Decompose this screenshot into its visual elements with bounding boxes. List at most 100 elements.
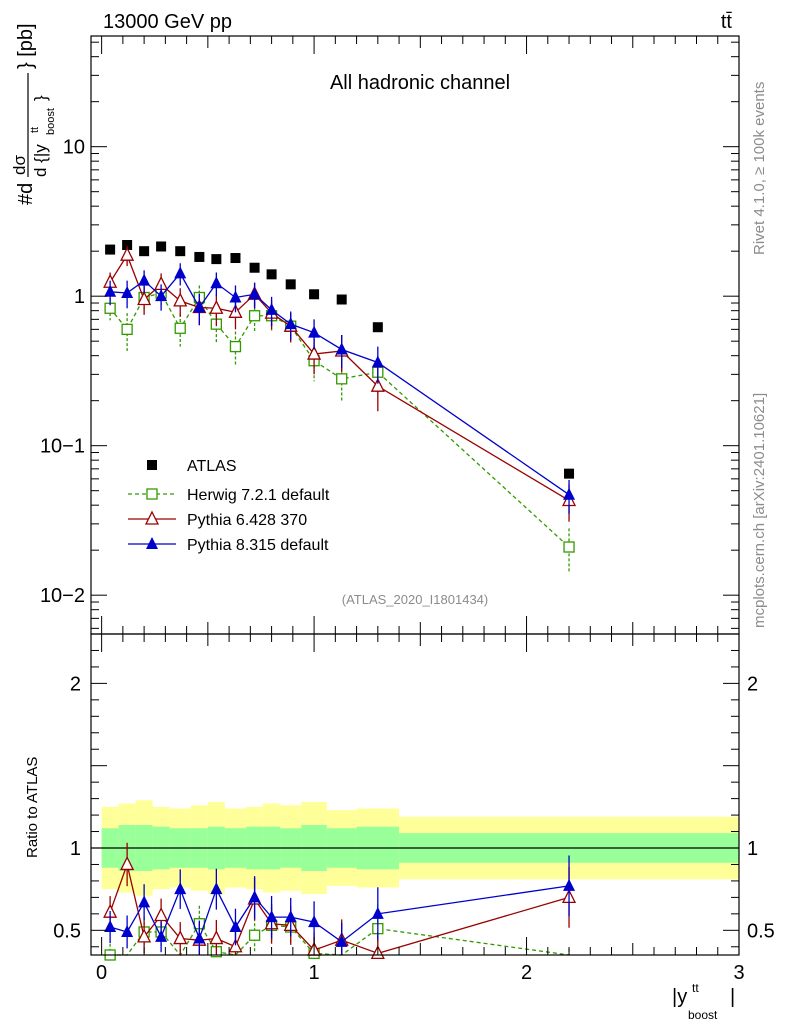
atlas-point-8 <box>249 262 260 273</box>
legend-label-pythia8: Pythia 8.315 default <box>187 537 329 554</box>
pythia8-point-11 <box>308 325 321 338</box>
legend-label-herwig: Herwig 7.2.1 default <box>187 487 330 504</box>
pythia8-ratio-point-11 <box>308 915 321 928</box>
legend-marker-pythia6 <box>144 510 160 525</box>
legend-marker-atlas <box>147 460 157 470</box>
ratio-y-tick-label-0: 0.5 <box>53 920 81 942</box>
pythia6-point-11 <box>307 345 322 360</box>
svg-text:dσ: dσ <box>10 155 29 175</box>
pythia8-point-6 <box>210 276 223 289</box>
atlas-point-13 <box>372 322 383 333</box>
pythia8-point-14 <box>563 487 576 500</box>
main-y-tick-label-3: 10−2 <box>40 585 85 607</box>
pythia8-ratio-point-0 <box>104 920 117 933</box>
pythia8-point-7 <box>229 290 242 303</box>
atlas-point-2 <box>139 246 150 257</box>
ratio-plot-frame <box>90 633 740 956</box>
pythia8-ratio-point-5 <box>193 931 206 944</box>
pythia8-ratio-point-14 <box>563 878 576 891</box>
pythia8-point-1 <box>121 286 134 299</box>
legend-marker-pythia8 <box>146 537 158 549</box>
legend-marker-herwig <box>146 488 158 500</box>
pythia8-point-10 <box>284 317 297 330</box>
legend: ATLAS Herwig 7.2.1 default Pythia 6.428 … <box>128 458 330 554</box>
pythia6-point-4 <box>173 292 188 307</box>
pythia8-ratio-point-12 <box>335 934 348 947</box>
pythia8-point-3 <box>155 289 168 302</box>
x-tick-label-3: 3 <box>733 962 744 984</box>
pythia6-point-13 <box>370 377 385 392</box>
main-y-tick-label-1: 1 <box>74 286 85 308</box>
main-plot-layer <box>103 239 577 574</box>
atlas-point-10 <box>285 279 296 290</box>
pythia8-ratio-point-3 <box>155 929 168 942</box>
atlas-point-9 <box>266 269 277 280</box>
pythia8-ratio-point-4 <box>174 882 187 895</box>
svg-text:tt: tt <box>692 981 699 995</box>
pythia6-point-6 <box>209 299 224 314</box>
pythia6-ratio-point-4 <box>173 930 188 945</box>
svg-text:|y: |y <box>672 986 687 1008</box>
ratio-y-axis-label: Ratio to ATLAS <box>24 757 41 858</box>
ratio-y-tick-label-right-2: 2 <box>747 673 758 695</box>
svg-text:#d: #d <box>15 183 37 205</box>
svg-text:boost: boost <box>45 108 57 135</box>
atlas-point-4 <box>175 246 186 257</box>
pythia6-ratio-point-3 <box>154 907 169 922</box>
herwig-point-8 <box>248 310 261 322</box>
legend-label-atlas: ATLAS <box>187 458 237 475</box>
ratio-y-tick-label-1: 1 <box>70 838 81 860</box>
svg-text:}: } <box>31 95 50 101</box>
axes-ticks: 10 1 10−1 10−2 0.5 0.5 1 1 2 2 0 1 2 3 <box>40 36 775 984</box>
herwig-point-14 <box>563 541 575 553</box>
svg-text:tt: tt <box>29 127 41 133</box>
atlas-point-0 <box>105 244 116 255</box>
energy-label: 13000 GeV pp <box>103 11 232 33</box>
herwig-point-7 <box>229 340 242 353</box>
svg-text:|: | <box>730 986 735 1008</box>
atlas-point-14 <box>564 468 575 479</box>
rivet-version-label: Rivet 4.1.0, ≥ 100k events <box>751 82 768 255</box>
svg-text:} [pb]: } [pb] <box>15 23 37 69</box>
main-y-axis-label: #d dσ d {|y tt boost } } [pb] <box>10 23 57 205</box>
pythia6-ratio-point-1 <box>120 856 135 871</box>
pythia6-point-1 <box>120 246 135 261</box>
pythia8-point-12 <box>335 342 348 355</box>
pythia8-ratio-point-6 <box>210 882 223 895</box>
atlas-point-6 <box>211 254 222 265</box>
pythia6-point-2 <box>137 291 152 306</box>
pythia8-ratio-point-2 <box>138 895 151 908</box>
pythia8-point-8 <box>248 287 261 300</box>
herwig-point-4 <box>174 322 186 334</box>
atlas-point-7 <box>230 253 241 264</box>
main-y-tick-label-0: 10 <box>63 137 85 159</box>
analysis-id: (ATLAS_2020_I1801434) <box>342 592 488 607</box>
main-y-tick-label-2: 10−1 <box>40 436 85 458</box>
herwig-ratio-point-8 <box>248 929 261 941</box>
herwig-point-12 <box>336 373 348 385</box>
atlas-point-11 <box>309 289 320 300</box>
pythia6-ratio-point-2 <box>137 928 152 943</box>
x-tick-label-2: 2 <box>521 962 532 984</box>
pythia8-point-0 <box>104 284 117 297</box>
legend-label-pythia6: Pythia 6.428 370 <box>187 512 307 529</box>
atlas-point-3 <box>156 241 167 252</box>
pythia8-point-4 <box>174 266 187 279</box>
x-axis-label: |y tt boost | <box>672 981 735 1022</box>
legend-item-atlas: ATLAS <box>147 458 237 475</box>
pythia8-point-2 <box>138 273 151 286</box>
pythia8-ratio-point-10 <box>284 910 297 923</box>
pythia8-point-9 <box>265 302 278 315</box>
pythia8-ratio-point-8 <box>248 890 261 903</box>
mcplots-label: mcplots.cern.ch [arXiv:2401.10621] <box>751 393 768 628</box>
pythia8-ratio-point-1 <box>121 924 134 937</box>
process-label: tt̄ <box>721 11 733 33</box>
pythia8-ratio-point-9 <box>265 910 278 923</box>
x-tick-label-1: 1 <box>309 962 320 984</box>
pythia8-point-13 <box>371 355 384 368</box>
svg-text:d {|y: d {|y <box>31 144 50 177</box>
pythia8-ratio-point-7 <box>229 920 242 933</box>
atlas-point-1 <box>122 239 133 250</box>
pythia6-ratio-point-7 <box>228 938 243 953</box>
